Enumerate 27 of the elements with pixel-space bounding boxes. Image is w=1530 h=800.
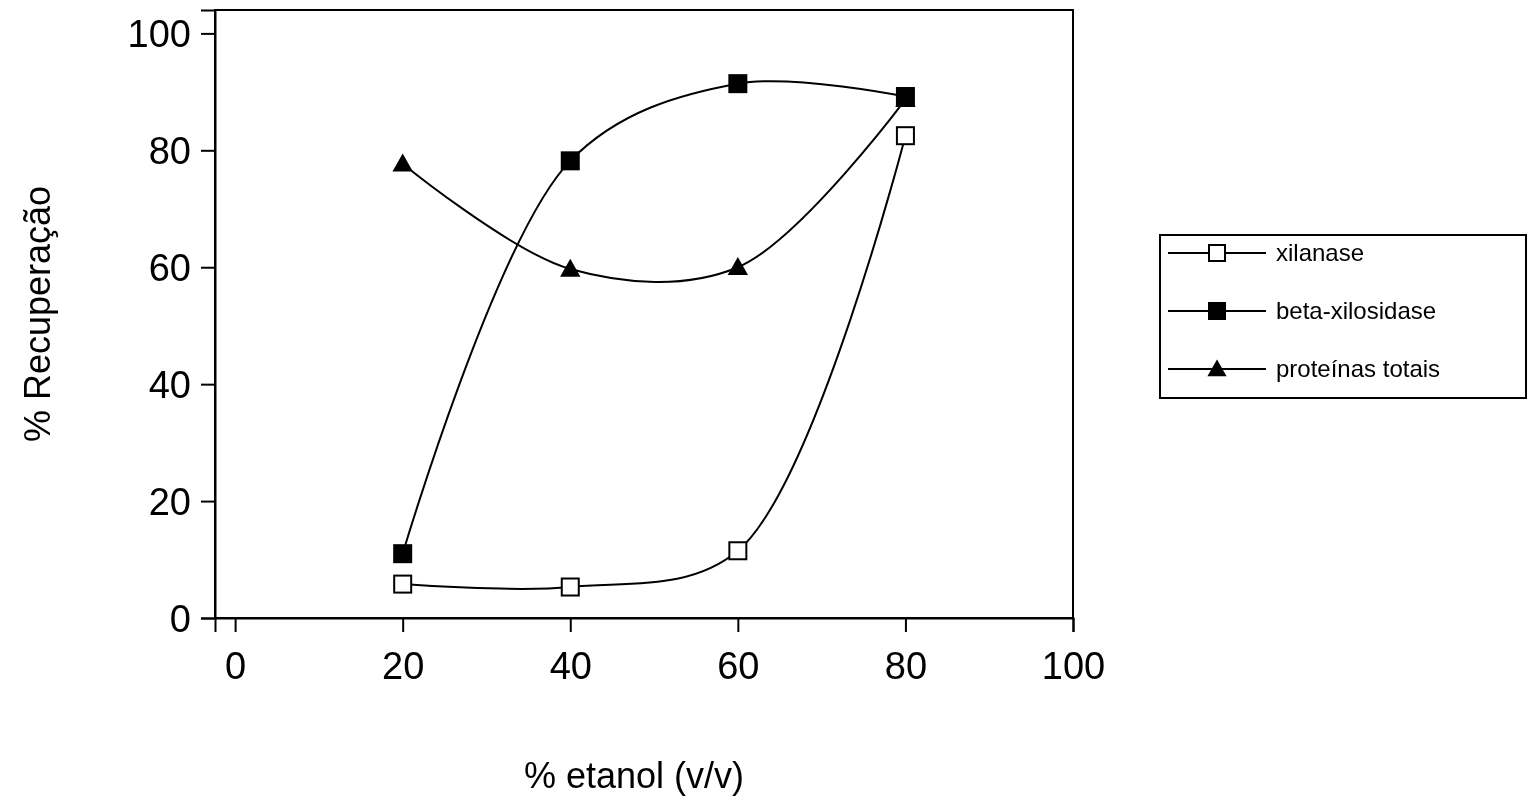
legend-label: xilanase <box>1276 239 1365 267</box>
point <box>560 577 580 597</box>
y-tick-label: 80 <box>148 130 191 173</box>
x-tick-label: 20 <box>382 644 425 687</box>
legend-label: proteínas totais <box>1276 355 1441 383</box>
point <box>895 126 915 146</box>
y-tick-label: 40 <box>148 363 191 406</box>
point <box>728 74 748 94</box>
x-tick-label: 0 <box>225 644 247 687</box>
point <box>393 574 413 594</box>
y-tick-label: 60 <box>148 247 191 290</box>
x-tick-label: 80 <box>884 644 928 687</box>
x-tick-label: 40 <box>549 644 592 687</box>
y-tick-label: 0 <box>169 597 191 640</box>
point <box>727 257 749 275</box>
point <box>560 151 580 171</box>
point <box>560 258 581 277</box>
point <box>392 153 413 172</box>
legend-label: beta-xilosidase <box>1276 297 1437 325</box>
x-tick-label: 100 <box>1041 644 1106 687</box>
x-axis-title: % etanol (v/v) <box>523 755 745 796</box>
x-tick-label: 60 <box>717 644 760 687</box>
y-tick-label: 20 <box>148 480 191 523</box>
point <box>393 544 413 564</box>
point <box>728 541 748 561</box>
y-axis-title: % Recuperação <box>17 185 58 443</box>
y-tick-label: 100 <box>127 13 191 56</box>
